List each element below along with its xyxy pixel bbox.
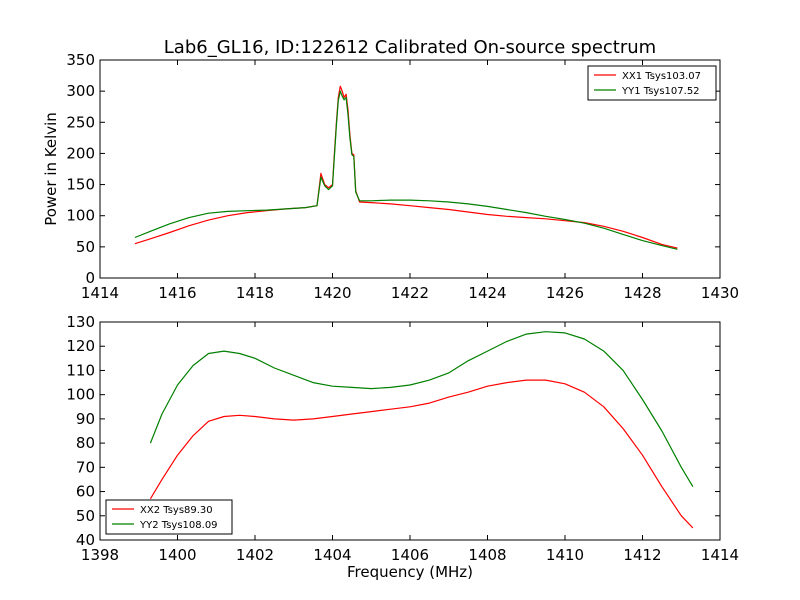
bottom-series-line-2 [149, 331, 694, 488]
top-y-tick-label: 0 [85, 269, 95, 287]
bottom-x-tick-label: 1412 [623, 546, 661, 564]
top-legend [587, 65, 717, 101]
bottom-y-tick-label: 80 [76, 434, 95, 452]
top-y-tick-label: 50 [76, 238, 95, 256]
top-y-tick-label: 150 [66, 176, 95, 194]
top-x-tick-label: 1416 [158, 284, 196, 302]
top-x-tick-label: 1426 [546, 284, 584, 302]
top-series-line-1 [134, 85, 678, 249]
bottom-x-tick-label: 1402 [236, 546, 274, 564]
bottom-x-tick-label: 1414 [701, 546, 739, 564]
bottom-y-tick-label: 90 [76, 410, 95, 428]
bottom-y-tick-label: 70 [76, 458, 95, 476]
top-y-tick-label: 100 [66, 207, 95, 225]
top-x-tick-label: 1422 [391, 284, 429, 302]
top-x-tick-label: 1414 [81, 284, 119, 302]
top-x-tick-label: 1420 [313, 284, 351, 302]
top-y-tick-label: 300 [66, 82, 95, 100]
top-x-tick-label: 1430 [701, 284, 739, 302]
top-legend-label: XX1 Tsys103.07 [622, 71, 701, 82]
bottom-y-tick-label: 60 [76, 483, 95, 501]
bottom-x-tick-label: 1404 [313, 546, 351, 564]
bottom-y-tick-label: 130 [66, 313, 95, 331]
bottom-x-tick-label: 1408 [468, 546, 506, 564]
bottom-x-tick-label: 1398 [81, 546, 119, 564]
top-plot: 1414 1416 1418 1420 1422 1424 1426 1428 1430 0 50 1… [66, 51, 739, 302]
bottom-y-tick-label: 120 [66, 337, 95, 355]
bottom-y-tick-label: 40 [76, 531, 95, 549]
bottom-legend-label: YY2 Tsys108.09 [139, 520, 218, 531]
top-series-line-2 [134, 90, 678, 250]
bottom-plot: 1398 1400 1402 1404 1406 1408 1410 1412 1414 40 50… [66, 313, 739, 564]
bottom-x-tick-label: 1400 [158, 546, 196, 564]
top-y-tick-label: 250 [66, 113, 95, 131]
bottom-y-tick-label: 110 [66, 361, 95, 379]
bottom-x-tick-label: 1410 [546, 546, 584, 564]
bottom-legend-label: XX2 Tsys89.30 [140, 505, 213, 516]
bottom-y-tick-label: 100 [66, 386, 95, 404]
bottom-series-line-1 [149, 379, 694, 529]
x-axis-label: Frequency (MHz) [347, 563, 473, 581]
top-y-tick-label: 200 [66, 144, 95, 162]
top-x-tick-label: 1424 [468, 284, 506, 302]
top-x-tick-label: 1418 [236, 284, 274, 302]
top-legend-label: YY1 Tsys107.52 [621, 86, 700, 97]
bottom-x-tick-label: 1406 [391, 546, 429, 564]
chart-title: Lab6_GL16, ID:122612 Calibrated On-sourc… [164, 37, 656, 58]
y-axis-label: Power in Kelvin [42, 112, 60, 226]
bottom-y-tick-label: 50 [76, 507, 95, 525]
top-y-tick-label: 350 [66, 51, 95, 69]
top-x-tick-label: 1428 [623, 284, 661, 302]
bottom-legend [105, 499, 233, 535]
